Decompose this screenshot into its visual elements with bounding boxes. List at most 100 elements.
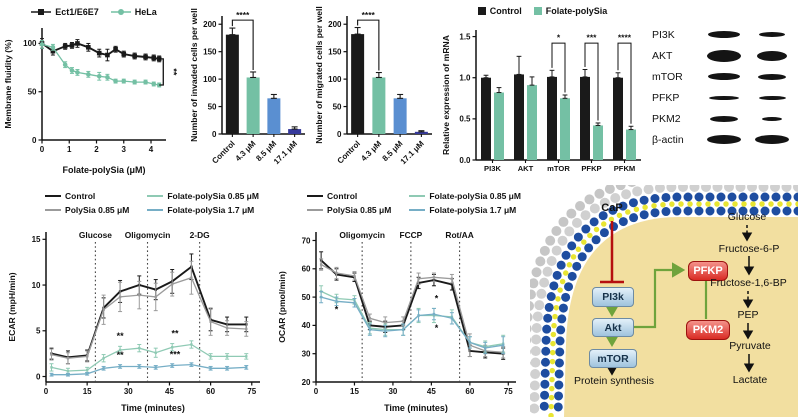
chart-text: Time (minutes) — [121, 403, 185, 413]
membrane-inner-leaflet — [553, 206, 798, 417]
bar-PI3K-Control — [481, 77, 491, 160]
blot-row-PKM2: PKM2 — [652, 108, 798, 129]
bar-17.1 μM — [414, 131, 428, 134]
panel-mrna-expression: Control Folate-polySia 0.0 0.5 1.0 1.5 Relati… — [440, 4, 645, 180]
chart-text: 60 — [206, 387, 215, 396]
blot-band — [762, 116, 782, 121]
chart-text: 30 — [302, 349, 311, 358]
invaded-cells-chart: 0 50 100 150 200 Number of invaded cells per … — [189, 8, 305, 166]
chart-text: 45 — [165, 387, 174, 396]
blot-lanes — [700, 135, 796, 144]
chart-text: **** — [236, 10, 250, 20]
fluidity-legend: Ect1/E6E7 HeLa — [2, 4, 186, 20]
legend-swatch — [409, 209, 426, 212]
bar-PFKP-Folate-polySia — [593, 125, 603, 160]
blot-band — [708, 73, 740, 80]
chart-text: ** — [117, 331, 125, 341]
panel-invaded-cells: 0 50 100 150 200 Number of invaded cells per … — [188, 2, 310, 180]
ecar-chart: 0 15 30 45 60 75 0 5 10 15 Time (minutes) ECAR (mpH… — [7, 230, 260, 413]
blot-band — [707, 49, 741, 62]
series-line — [320, 259, 504, 355]
legend-swatch — [45, 209, 62, 212]
series-line — [51, 276, 247, 359]
bar-PI3K-Folate-polySia — [494, 92, 504, 160]
chart-text: 100 — [203, 75, 217, 84]
series-line — [320, 296, 504, 349]
pyruvate-label: Pyruvate — [729, 340, 771, 352]
chart-text: 50 — [208, 102, 217, 111]
chart-text: ** — [117, 350, 125, 360]
mrna-legend: Control Folate-polySia — [440, 4, 645, 18]
legend-label: Control — [489, 6, 522, 16]
series-line — [41, 43, 160, 86]
legend-item: Control — [307, 191, 391, 201]
legend-item: Folate-polySia 0.85 μM — [409, 191, 521, 201]
legend-item: Ect1/E6E7 — [31, 7, 99, 17]
blot-band — [758, 95, 786, 100]
chart-text: mTOR — [547, 164, 570, 173]
bar-4.3 μM — [246, 77, 260, 134]
chart-text: 60 — [302, 265, 311, 274]
akt-box: Akt — [592, 318, 634, 337]
chart-text: Rot/AA — [445, 230, 473, 240]
legend-item: Control — [477, 6, 522, 16]
pi3k-box: PI3k — [592, 287, 634, 307]
chart-text: 1.0 — [459, 74, 471, 83]
bar-PFKP-Control — [580, 76, 590, 160]
legend-swatch — [45, 194, 62, 197]
chart-text: Control — [336, 139, 362, 165]
chart-text: 1.5 — [459, 32, 471, 41]
chart-text: 0 — [212, 130, 217, 139]
chart-text: 60 — [465, 387, 474, 396]
blot-band — [755, 135, 789, 144]
legend-item: PolySia 0.85 μM — [307, 205, 391, 215]
protein-synthesis-label: Protein synthesis — [574, 375, 654, 387]
chart-text: *** — [170, 349, 181, 359]
bar-8.5 μM — [393, 98, 407, 134]
chart-text: 50 — [302, 293, 311, 302]
chart-text: **** — [362, 10, 376, 20]
blot-lanes — [700, 115, 796, 122]
cap-shell-outer-2 — [530, 185, 644, 381]
legend-label: Control — [65, 190, 96, 201]
panel-migrated-cells: 0 50 100 150 200 Number of migrated cells per… — [313, 2, 437, 180]
blot-lanes — [700, 95, 796, 100]
chart-text: 0 — [44, 387, 49, 396]
series-line — [51, 343, 247, 372]
chart-text: ** — [171, 328, 179, 338]
chart-text: Number of migrated cells per well — [314, 6, 324, 144]
legend-item: Folate-polySia 1.7 μM — [147, 205, 259, 215]
chart-text: 0 — [40, 145, 45, 154]
legend-label: Folate-polySia — [545, 6, 608, 16]
chart-text: PFKM — [614, 164, 636, 173]
ocar-legend: Control PolySia 0.85 μM Folate-polySia 0.8… — [304, 190, 524, 216]
legend-label: Folate-polySia 0.85 μM — [167, 190, 259, 201]
legend-label: Folate-polySia 1.7 μM — [429, 205, 517, 216]
chart-text: **** — [618, 33, 632, 43]
panel-pathway-diagram: CaP PI3k Akt mTOR Protein synthesis PFKP… — [530, 185, 798, 417]
chart-text: 2-DG — [190, 230, 210, 240]
chart-text: PFKP — [581, 164, 601, 173]
chart-text: * — [335, 305, 339, 315]
chart-text: 2 — [94, 145, 99, 154]
blot-band — [708, 31, 740, 38]
chart-text: 75 — [247, 387, 256, 396]
legend-label: PolySia 0.85 μM — [327, 205, 392, 216]
bar-8.5 μM — [267, 98, 281, 134]
legend-item: PolySia 0.85 μM — [45, 205, 129, 215]
blot-row-β-actin: β-actin — [652, 129, 798, 150]
legend-swatch — [147, 209, 164, 212]
chart-text: 45 — [427, 387, 436, 396]
chart-text: 1 — [67, 145, 72, 154]
chart-text: Number of invaded cells per well — [189, 8, 199, 142]
chart-text: Time (minutes) — [384, 403, 448, 413]
blot-band — [757, 50, 787, 61]
series-line — [51, 265, 247, 359]
legend-label: PolySia 0.85 μM — [65, 205, 130, 216]
pkm2-box: PKM2 — [686, 320, 730, 340]
blot-label: AKT — [652, 49, 673, 62]
blot-lanes — [700, 49, 796, 62]
chart-text: 200 — [203, 20, 217, 29]
legend-swatch — [533, 7, 542, 15]
blot-lanes — [700, 31, 796, 38]
